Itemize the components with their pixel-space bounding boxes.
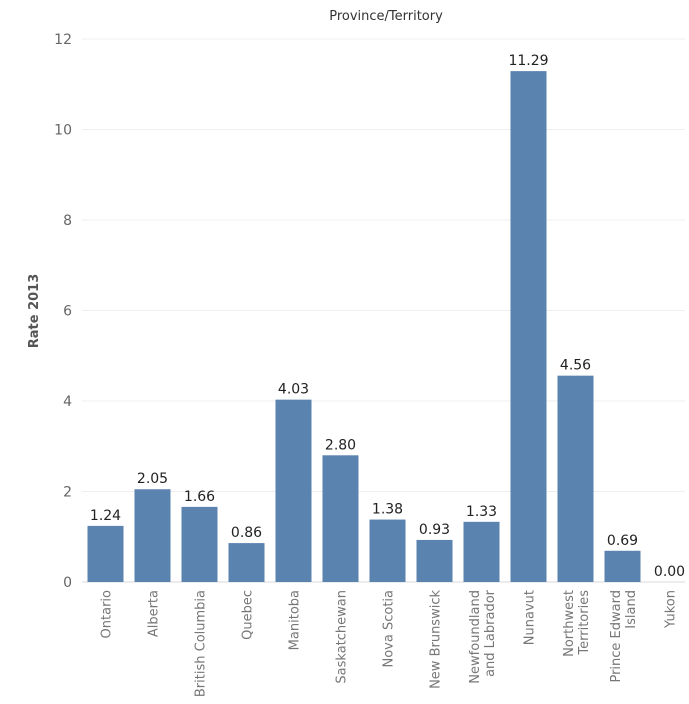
x-tick-label: New Brunswick [429,590,444,689]
x-tick-label: Saskatchewan [335,590,350,684]
x-tick-label: and Labrador [483,589,498,677]
x-tick-label: Island [624,590,639,629]
data-label: 0.86 [231,525,262,541]
data-label: 11.29 [508,53,548,69]
data-label: 4.03 [278,382,309,398]
x-tick-label: Ontario [100,590,115,638]
x-tick-label: Manitoba [288,590,303,650]
data-label: 1.38 [372,502,403,518]
x-tick-label: Yukon [664,590,679,629]
gridlines [82,38,685,583]
bar [416,539,453,582]
data-label: 2.80 [325,437,356,453]
y-tick-label: 2 [63,485,72,501]
bars [87,71,641,582]
data-label: 0.00 [654,564,685,580]
bar [228,543,265,582]
x-tick-label: Nova Scotia [382,590,397,668]
bar [134,489,171,582]
data-label: 1.33 [466,504,497,520]
y-axis-label: Rate 2013 [27,274,42,349]
bar [369,519,406,582]
bar [510,71,547,582]
x-tick-label: Alberta [147,590,162,637]
bar [322,455,359,582]
y-tick-label: 12 [54,32,72,48]
data-label: 0.69 [607,533,638,549]
x-tick-label: Prince Edward [609,590,624,683]
data-label: 1.66 [184,489,215,505]
x-tick-label: Newfoundland [468,590,483,684]
bar [275,399,312,582]
data-label: 4.56 [560,358,591,374]
data-label: 0.93 [419,522,450,538]
data-labels: 1.24 2.05 1.66 0.86 4.03 2.80 1.38 0.93 1.33 11.2… [90,53,685,580]
x-tick-label: Northwest [562,590,577,657]
chart-title: Province/Territory [329,9,443,24]
bar [87,525,124,582]
x-tick-label: British Columbia [194,590,209,697]
bar [463,521,500,582]
y-tick-label: 10 [54,123,72,139]
data-label: 2.05 [137,471,168,487]
bar [604,550,641,582]
x-tick-label: Territories [577,590,592,656]
x-tick-label: Nunavut [523,590,538,645]
y-tick-label: 8 [63,213,72,229]
bar [557,375,594,582]
bar [181,506,218,582]
y-tick-label: 4 [63,394,72,410]
x-axis-ticks: Ontario Alberta British Columbia Quebec Mani… [100,589,679,697]
data-label: 1.24 [90,508,121,524]
y-tick-label: 6 [63,304,72,320]
y-tick-label: 0 [63,575,72,591]
y-axis-ticks: 0 2 4 6 8 10 12 [54,32,72,591]
x-tick-label: Quebec [241,590,256,640]
